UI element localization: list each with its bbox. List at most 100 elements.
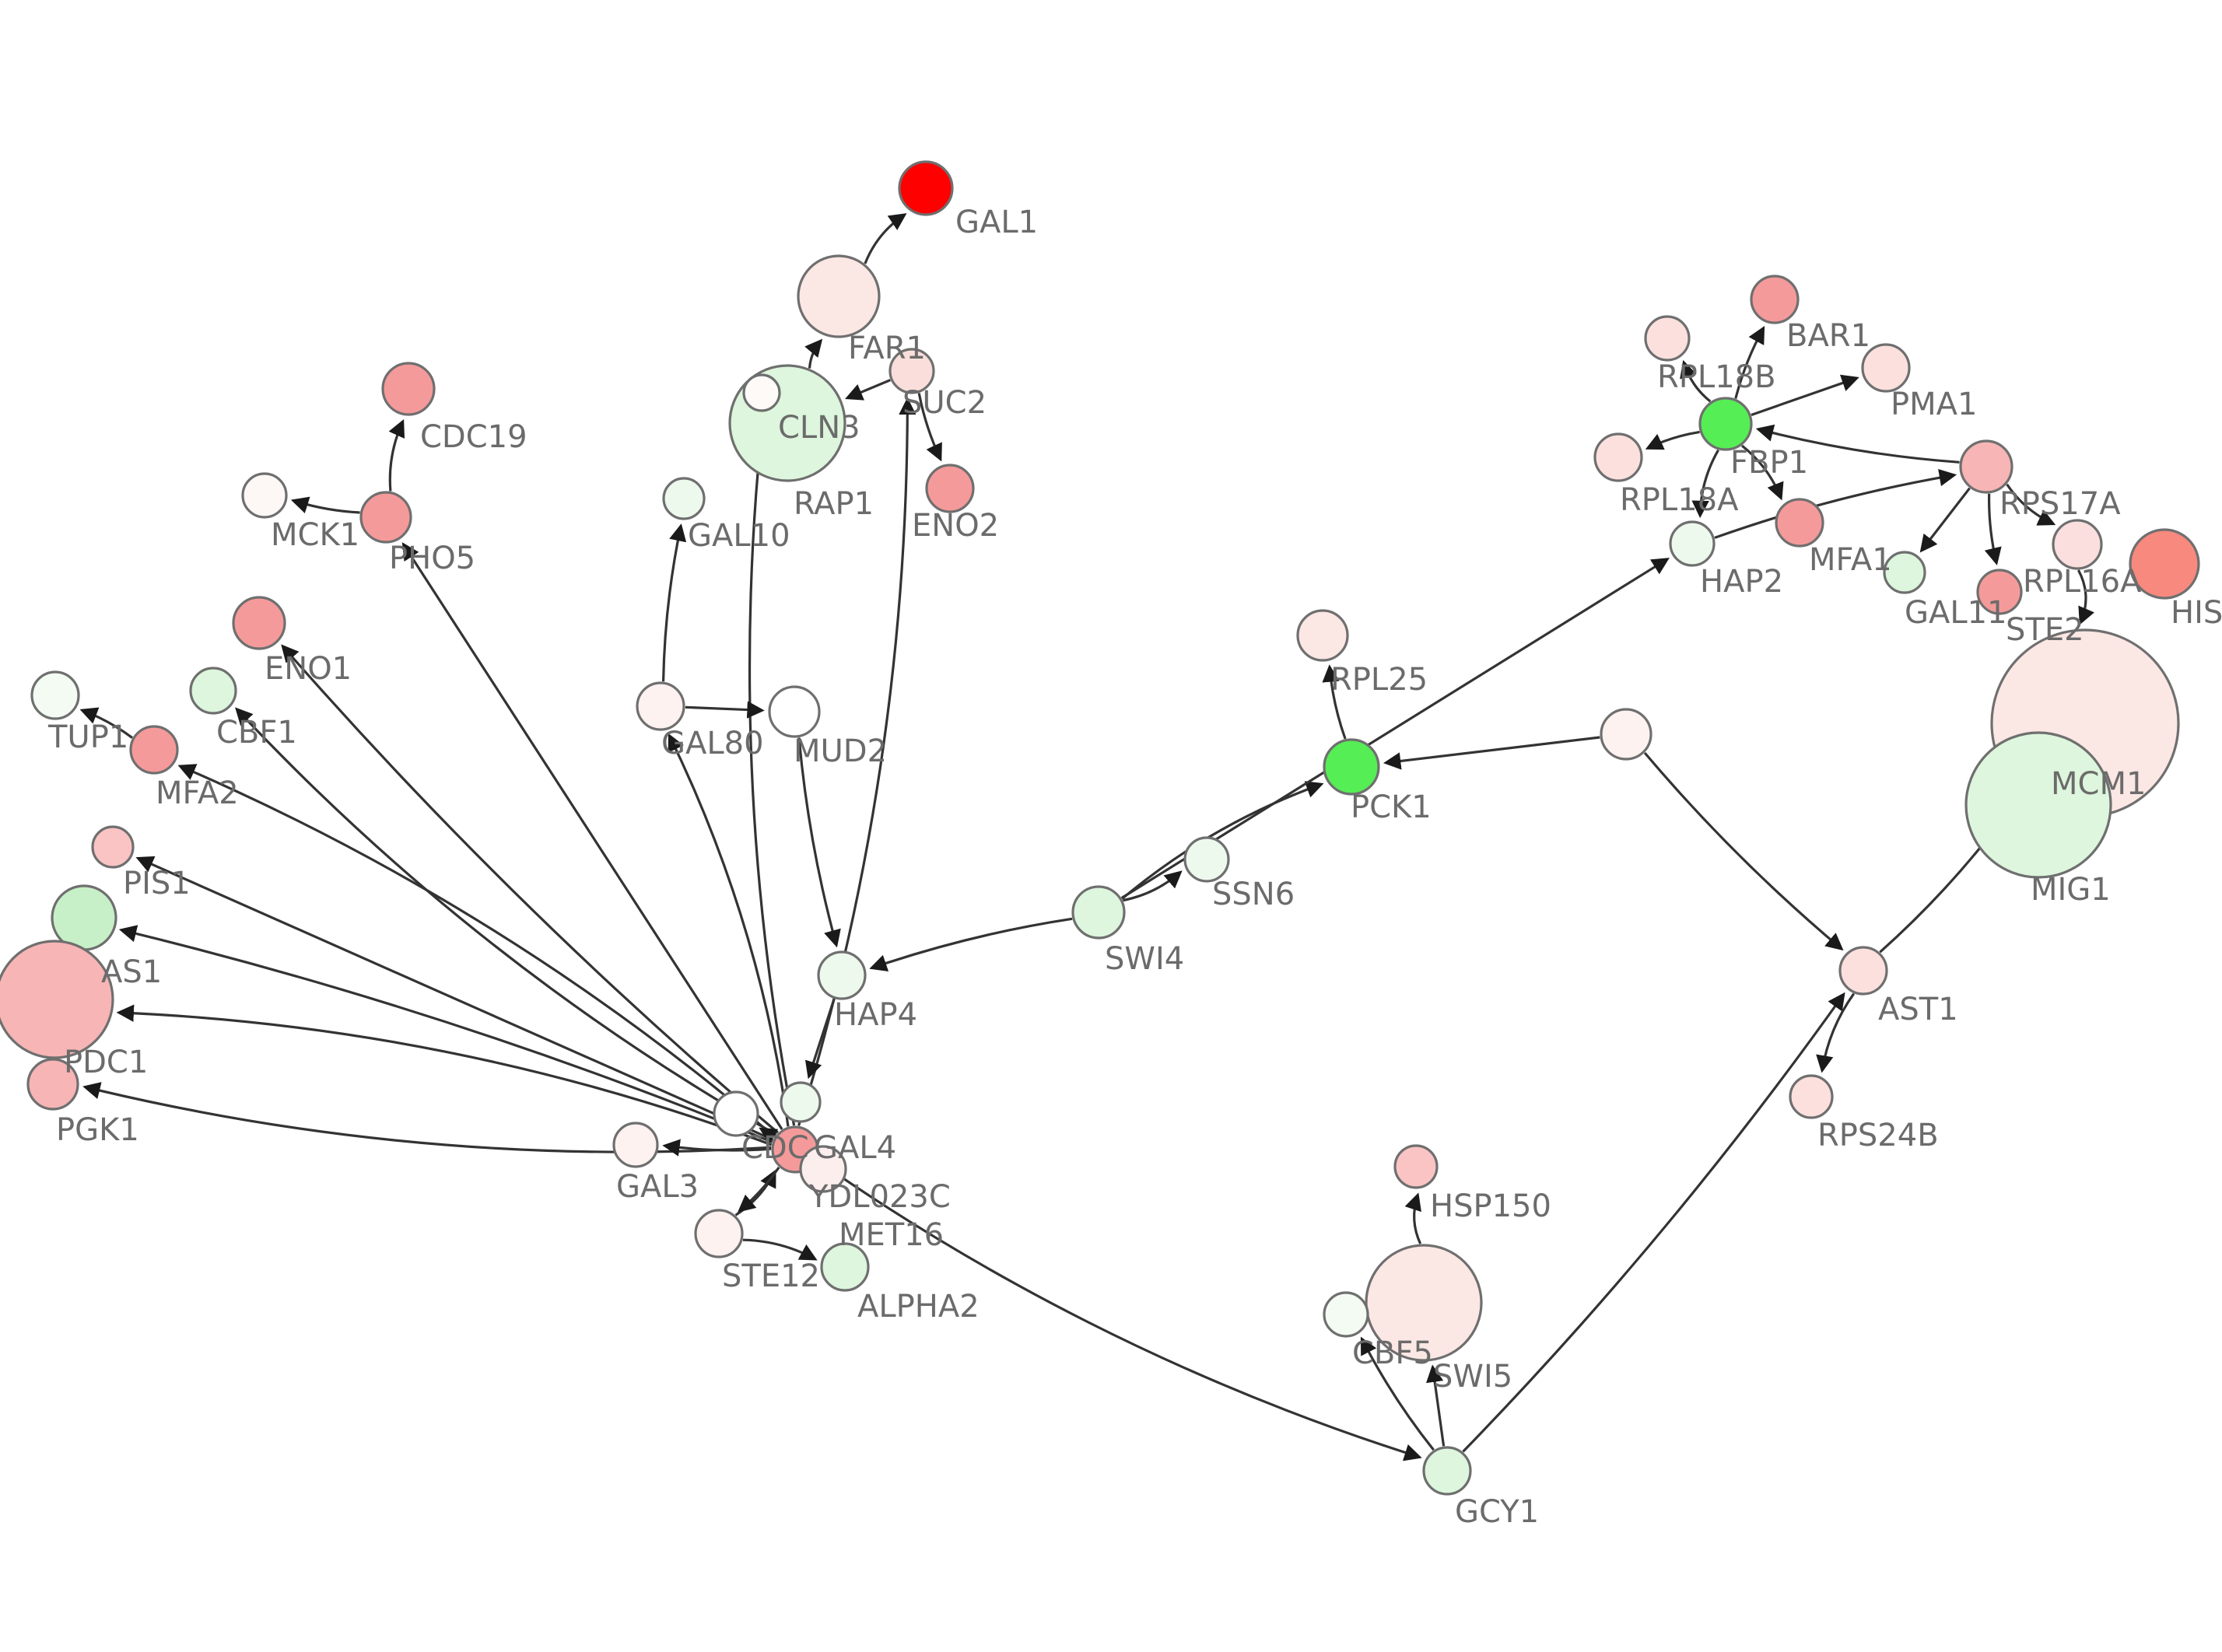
edge-rps17a-to-ste2: [1984, 493, 2002, 565]
node-pdc1[interactable]: [0, 940, 114, 1059]
node-ydl023c[interactable]: [799, 1145, 847, 1193]
node-gal80[interactable]: [636, 681, 685, 731]
node-label-rpl18a: RPL18A: [1620, 482, 1739, 518]
node-label-gal3: GAL3: [616, 1169, 699, 1205]
node-label-mfa2: MFA2: [156, 775, 239, 811]
node-label-mig1: MIG1: [2031, 872, 2111, 908]
edge-gal80-to-gal10: [661, 523, 687, 682]
node-label-pdc1: PDC1: [64, 1045, 148, 1080]
node-rap1[interactable]: [742, 373, 781, 412]
node-cdcx[interactable]: [713, 1090, 759, 1137]
edge-gcy1-to-swi5: [1426, 1364, 1446, 1447]
node-ast1[interactable]: [1838, 946, 1888, 996]
node-label-pgk1: PGK1: [56, 1112, 139, 1148]
edge-gcy1-to-ast1: [1462, 992, 1845, 1453]
node-label-mcm1: MCM1: [2051, 766, 2146, 802]
node-label-bar1: BAR1: [1786, 318, 1870, 354]
node-label-hap2: HAP2: [1700, 564, 1783, 600]
node-label-gcy1: GCY1: [1455, 1494, 1539, 1530]
edge-gal4-to-gal80: [668, 733, 790, 1127]
edge-layer: [79, 213, 2094, 1461]
node-label-gas1: AS1: [101, 954, 162, 990]
node-gas1[interactable]: [51, 884, 117, 951]
node-label-tup1: TUP1: [47, 719, 128, 755]
node-pck1[interactable]: [1323, 738, 1380, 796]
node-hsp150[interactable]: [1393, 1144, 1439, 1189]
node-hap2[interactable]: [1669, 520, 1716, 567]
edge-swi4-to-ssn6: [1123, 870, 1183, 902]
node-rpl16a[interactable]: [2052, 519, 2103, 570]
edge-swi4-to-hap4: [869, 917, 1073, 972]
node-cbf1[interactable]: [189, 667, 237, 715]
edge-rpl16a-to-mcm1: [2077, 569, 2094, 625]
edge-rps17a-to-rpl16a: [2006, 483, 2056, 526]
node-mig1[interactable]: [1964, 731, 2112, 879]
edge-gal4-to-eno1: [281, 644, 779, 1134]
node-alpha2[interactable]: [820, 1242, 870, 1292]
edge-gal4-to-cbf1: [235, 707, 777, 1136]
node-label-fbp1: FBP1: [1730, 445, 1808, 481]
node-rps24b[interactable]: [1789, 1074, 1834, 1119]
node-gal3[interactable]: [612, 1122, 659, 1168]
node-rpl18a[interactable]: [1593, 432, 1643, 482]
node-label-met16: MET16: [839, 1217, 944, 1253]
node-swi4[interactable]: [1071, 885, 1126, 940]
node-label-swi4: SWI4: [1105, 941, 1184, 977]
edge-suc2-to-cln3: [845, 379, 891, 401]
node-ste12[interactable]: [694, 1209, 744, 1258]
node-pma1[interactable]: [1861, 343, 1911, 393]
node-label-mfa1: MFA1: [1809, 542, 1892, 578]
edge-gal4-to-gal3: [662, 1139, 772, 1157]
node-hub2[interactable]: [1600, 708, 1652, 761]
node-mud2[interactable]: [768, 685, 821, 738]
edge-fbp1-to-mfa1: [1740, 444, 1784, 501]
node-label-mud2: MUD2: [794, 733, 887, 769]
node-gcy1[interactable]: [1422, 1446, 1472, 1496]
node-label-ste12: STE12: [722, 1258, 820, 1294]
node-label-rps17a: RPS17A: [1999, 486, 2121, 522]
node-far1[interactable]: [797, 254, 881, 338]
edge-fbp1-to-pma1: [1751, 374, 1859, 416]
node-swi5[interactable]: [1365, 1244, 1483, 1362]
node-eno1[interactable]: [232, 596, 286, 650]
node-label-alpha2: ALPHA2: [857, 1289, 980, 1325]
node-mck1[interactable]: [241, 472, 288, 519]
edge-rps17a-to-fbp1: [1755, 424, 1960, 464]
edge-pho5-to-mck1: [290, 496, 360, 514]
edge-fbp1-to-bar1: [1734, 325, 1765, 399]
node-gal4hub[interactable]: [780, 1081, 822, 1123]
node-suc2[interactable]: [888, 348, 935, 394]
node-gal10[interactable]: [662, 477, 706, 520]
node-label-cdcx: CDC: [741, 1130, 809, 1166]
node-cdc19[interactable]: [381, 362, 436, 416]
node-his4[interactable]: [2129, 528, 2200, 600]
node-hap4[interactable]: [817, 950, 867, 1000]
node-ste2[interactable]: [1976, 569, 2023, 615]
node-eno2[interactable]: [925, 464, 975, 513]
node-mfa2[interactable]: [129, 725, 179, 775]
node-rpl18b[interactable]: [1644, 315, 1691, 362]
node-bar1[interactable]: [1750, 275, 1800, 324]
edge-gcy1-to-cbf5: [1360, 1336, 1435, 1451]
node-pis1[interactable]: [91, 825, 135, 869]
edge-hub2-to-pck1: [1383, 736, 1600, 770]
node-ssn6[interactable]: [1183, 836, 1230, 883]
node-label-ast1: AST1: [1878, 992, 1958, 1027]
edge-gal4-to-cdcx: [759, 1127, 779, 1144]
node-pho5[interactable]: [359, 491, 412, 544]
node-label-ssn6: SSN6: [1212, 877, 1295, 912]
node-mfa1[interactable]: [1775, 498, 1824, 548]
node-pgk1[interactable]: [26, 1058, 79, 1111]
node-label-gal4: GAL4: [814, 1130, 896, 1166]
node-rpl25[interactable]: [1296, 609, 1349, 662]
edge-mud2-to-hap4: [797, 737, 841, 948]
node-cbf5[interactable]: [1323, 1291, 1369, 1338]
edge-swi4-to-pck1: [1121, 781, 1324, 900]
node-gal11[interactable]: [1883, 551, 1926, 594]
node-gal1[interactable]: [898, 160, 954, 216]
node-tup1[interactable]: [30, 670, 80, 720]
edge-rps17a-to-gal11: [1919, 487, 1971, 553]
node-rps17a[interactable]: [1959, 439, 2013, 494]
edge-suc2-to-eno2: [917, 393, 942, 462]
node-fbp1[interactable]: [1698, 397, 1753, 451]
